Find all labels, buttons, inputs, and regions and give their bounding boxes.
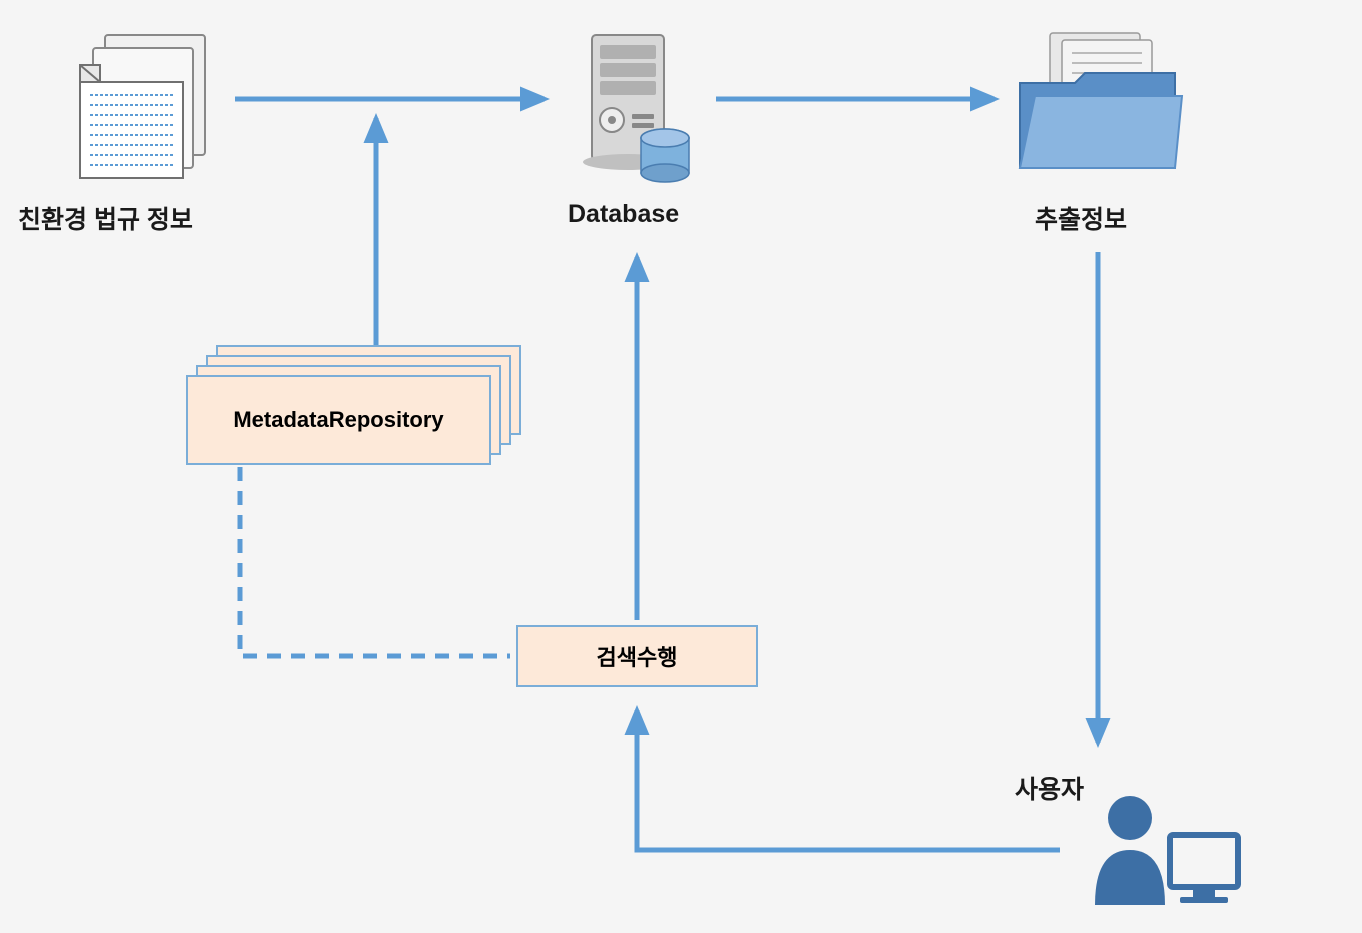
search-exec-label: 검색수행 <box>597 640 678 672</box>
extract-info-label: 추출정보 <box>1035 200 1127 236</box>
search-exec-box: 검색수행 <box>516 625 758 687</box>
arrow-meta-to-search-dashed <box>240 467 510 656</box>
user-icon <box>1075 790 1245 910</box>
user-label: 사용자 <box>1015 770 1084 806</box>
metadata-repo-label: MetadataRepository <box>233 407 443 433</box>
arrow-user-to-search <box>637 710 1060 850</box>
extract-info-folder-icon <box>1010 28 1185 176</box>
regulation-info-icon <box>75 30 220 180</box>
regulation-info-label: 친환경 법규 정보 <box>18 200 193 236</box>
database-label: Database <box>568 200 679 229</box>
metadata-repo-box: MetadataRepository <box>186 375 491 465</box>
database-server-icon <box>570 30 700 185</box>
